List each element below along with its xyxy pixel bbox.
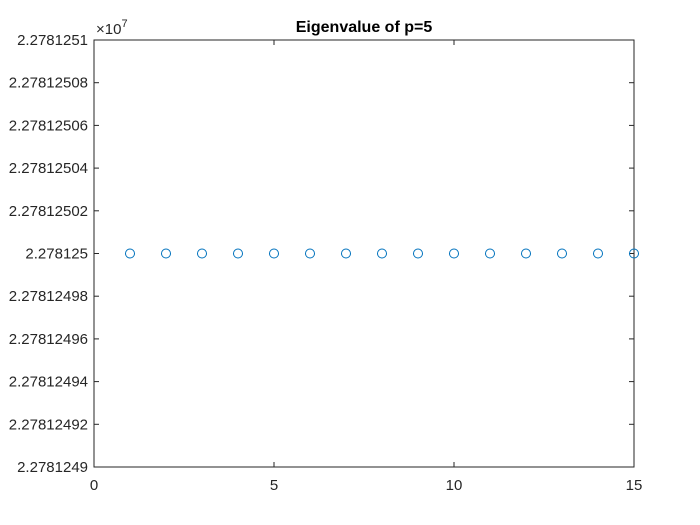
y-exponent-label: ×107 <box>96 18 128 38</box>
data-series <box>125 248 639 259</box>
data-point <box>197 248 207 259</box>
data-point <box>449 248 459 259</box>
y-tick-label: 2.27812496 <box>9 331 88 348</box>
data-point <box>557 248 567 259</box>
y-tick-label: 2.2781249 <box>17 459 88 476</box>
y-exponent-power: 7 <box>121 18 127 30</box>
data-point <box>629 248 639 259</box>
y-tick-label: 2.27812506 <box>9 117 88 134</box>
data-point <box>485 248 495 259</box>
plot-area <box>93 39 635 468</box>
x-axis: 0 5 10 15 <box>90 40 643 494</box>
y-tick-label: 2.27812492 <box>9 416 88 433</box>
y-tick-label: 2.27812502 <box>9 203 88 220</box>
y-tick-label: 2.278125 <box>25 246 88 263</box>
data-point <box>377 248 387 259</box>
x-tick-label: 5 <box>270 477 278 494</box>
x-tick-label: 0 <box>90 477 98 494</box>
data-point <box>413 248 423 259</box>
y-exponent-base: ×10 <box>96 21 121 38</box>
x-tick-label: 10 <box>446 477 463 494</box>
data-point <box>125 248 135 259</box>
data-point <box>521 248 531 259</box>
y-tick-label: 2.2781251 <box>17 32 88 49</box>
data-point <box>269 248 279 259</box>
data-point <box>341 248 351 259</box>
y-tick-label: 2.27812498 <box>9 288 88 305</box>
y-tick-label: 2.27812494 <box>9 374 88 391</box>
x-tick-label: 15 <box>626 477 643 494</box>
y-axis: 2.2781249 2.27812492 2.27812494 2.27812496 2… <box>9 32 634 476</box>
data-point <box>593 248 603 259</box>
chart-title: Eigenvalue of p=5 <box>296 19 433 36</box>
data-point <box>233 248 243 259</box>
y-tick-label: 2.27812508 <box>9 75 88 92</box>
y-tick-label: 2.27812504 <box>9 160 88 177</box>
data-point <box>161 248 171 259</box>
data-point <box>305 248 315 259</box>
